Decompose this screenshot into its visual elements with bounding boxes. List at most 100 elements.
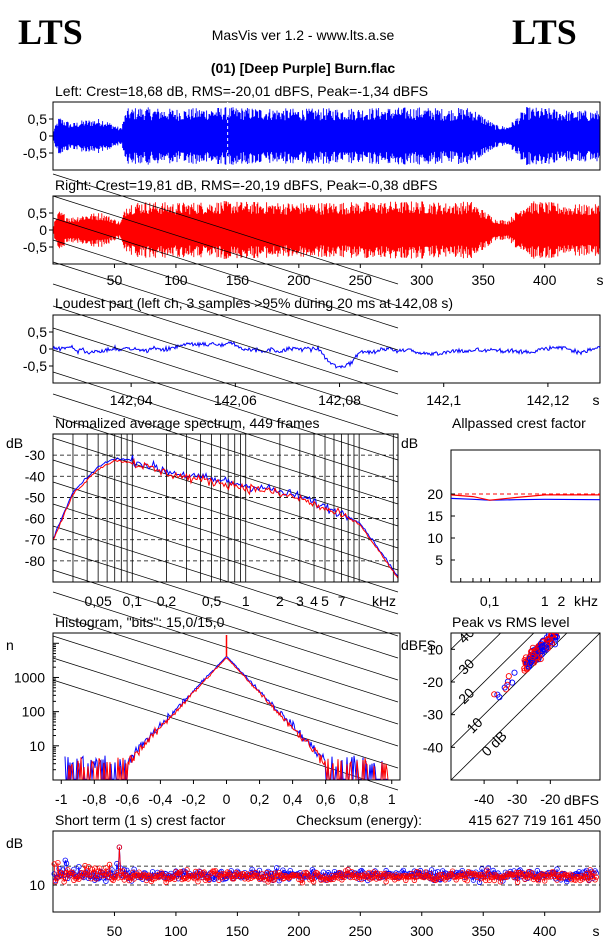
pvr-point — [496, 694, 503, 701]
st-left-point — [274, 865, 280, 871]
st-right-point — [180, 875, 186, 881]
st-right-point — [320, 877, 327, 883]
right-waveform-xtick-label: 350 — [472, 272, 496, 288]
st-right-point — [61, 879, 67, 885]
crest-ytick-label: 10 — [427, 530, 443, 546]
spectrum-right-curve — [52, 457, 399, 579]
st-right-point — [93, 876, 99, 882]
spectrum-slope-line — [52, 327, 399, 439]
st-right-point — [110, 877, 116, 884]
histogram-title: Histogram, "bits": 15,0/15,0 — [55, 614, 225, 630]
pvr-xtick-label: -30 — [507, 791, 527, 807]
histogram-xtick-label: 1 — [388, 791, 396, 807]
st-right-point — [583, 870, 590, 877]
spectrum-slope-line — [52, 481, 399, 593]
spectrum-left-curve — [52, 455, 399, 577]
histogram-xtick-label: -0,4 — [148, 791, 172, 807]
histogram-ylabel: n — [6, 637, 14, 653]
st-right-point — [431, 876, 437, 882]
st-right-point — [378, 871, 384, 877]
spectrum-xtick-label: 7 — [338, 593, 346, 609]
st-right-point — [62, 875, 69, 882]
st-right-point — [575, 873, 581, 880]
loudest-xunit: s — [593, 392, 600, 408]
pvr-crest-line — [451, 633, 469, 650]
crest-xtick-label: 0,1 — [480, 593, 500, 609]
st-right-point — [416, 869, 422, 876]
spectrum-slope-line — [52, 349, 399, 461]
st-left-point — [109, 867, 115, 873]
st-right-point — [592, 877, 598, 883]
st-right-point — [458, 873, 464, 879]
st-right-point — [591, 870, 597, 876]
left-waveform-ytick-label: 0 — [39, 128, 47, 144]
histogram-xtick-label: 0,4 — [283, 791, 303, 807]
st-right-point — [414, 868, 420, 875]
short-term-title: Short term (1 s) crest factor — [55, 812, 226, 828]
st-right-point — [195, 879, 201, 885]
pvr-crest-line — [451, 633, 535, 716]
spectrum-slope-line — [52, 525, 399, 637]
pvr-point — [548, 633, 555, 639]
st-right-point — [233, 869, 239, 876]
st-right-point — [341, 874, 347, 880]
spectrum-ytick-label: -60 — [25, 511, 45, 527]
st-right-point — [312, 871, 318, 877]
st-right-point — [505, 870, 511, 877]
spectrum-xtick-label: 0,1 — [123, 593, 143, 609]
pvr-crest-line — [451, 633, 568, 748]
st-right-point — [513, 869, 520, 876]
pvr-crest-line — [451, 633, 600, 780]
st-right-point — [578, 873, 585, 879]
spectrum-slope-line — [52, 173, 399, 285]
left-waveform-title: Left: Crest=18,68 dB, RMS=-20,01 dBFS, P… — [55, 83, 428, 99]
st-left-point — [249, 866, 255, 873]
crest-ytick-label: 5 — [435, 552, 443, 568]
st-right-point — [422, 869, 429, 875]
st-right-point — [490, 872, 496, 878]
st-xtick-label: 50 — [107, 923, 123, 939]
st-right-point — [181, 876, 188, 882]
st-right-point — [206, 877, 212, 883]
st-right-point — [469, 871, 475, 877]
st-left-point — [103, 878, 109, 884]
crest-xtick-label: 2 — [558, 593, 566, 609]
crest-ylabel: dB — [401, 435, 418, 451]
left-waveform-plot: 0,50-0,5 — [23, 101, 601, 171]
st-right-point — [317, 874, 323, 880]
st-right-point — [214, 872, 221, 878]
st-right-point — [411, 877, 418, 883]
spectrum-frame — [52, 433, 399, 583]
st-right-point — [79, 874, 86, 880]
st-right-point — [201, 869, 207, 875]
checksum-label: Checksum (energy): — [296, 812, 422, 828]
histogram-ytick-label: 10 — [29, 738, 45, 754]
right-waveform-xtick-label: 100 — [164, 272, 188, 288]
st-right-point — [103, 865, 109, 871]
st-right-point — [192, 868, 199, 875]
spectrum-ytick-label: -30 — [25, 447, 45, 463]
st-right-point — [171, 876, 178, 883]
spectrum-slope-line — [52, 613, 399, 725]
pvr-point — [511, 669, 518, 676]
st-right-point — [51, 861, 57, 867]
spectrum-xtick-label: 0,2 — [157, 593, 177, 609]
spectrum-title: Normalized average spectrum, 449 frames — [55, 415, 320, 431]
crest-xunit: kHz — [574, 593, 598, 609]
spectrum-xtick-label: 5 — [321, 593, 329, 609]
crest-right-curve — [450, 494, 600, 501]
pvr-crest-label: 20 — [455, 685, 477, 707]
st-right-point — [454, 873, 461, 879]
st-right-point — [523, 874, 529, 880]
st-right-point — [147, 873, 153, 879]
st-xtick-label: 200 — [287, 923, 311, 939]
spectrum-slope-line — [52, 437, 399, 549]
st-xtick-label: 250 — [349, 923, 373, 939]
pvr-point — [537, 648, 544, 655]
histogram-xtick-label: 0,6 — [316, 791, 336, 807]
st-right-point — [409, 870, 415, 877]
spectrum-slope-line — [52, 239, 399, 351]
st-right-point — [383, 879, 389, 885]
st-right-point — [455, 874, 462, 880]
